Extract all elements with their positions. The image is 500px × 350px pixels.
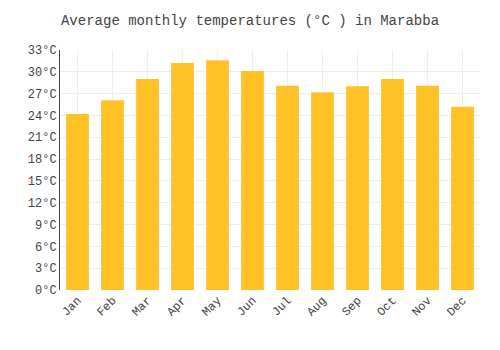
svg-text:12°C: 12°C — [28, 197, 57, 211]
svg-text:Sep: Sep — [339, 294, 364, 319]
svg-text:Feb: Feb — [94, 294, 119, 319]
svg-text:Dec: Dec — [444, 294, 469, 319]
svg-text:Jun: Jun — [234, 294, 259, 319]
svg-text:24°C: 24°C — [28, 110, 57, 124]
svg-text:6°C: 6°C — [35, 241, 57, 255]
svg-text:Aug: Aug — [304, 294, 329, 319]
svg-text:May: May — [199, 294, 224, 319]
svg-text:Jul: Jul — [269, 294, 294, 319]
svg-text:Nov: Nov — [409, 294, 434, 319]
svg-text:Jan: Jan — [59, 294, 84, 319]
svg-text:0°C: 0°C — [35, 284, 57, 298]
svg-text:Apr: Apr — [164, 294, 189, 319]
svg-text:21°C: 21°C — [28, 131, 57, 145]
svg-text:27°C: 27°C — [28, 88, 57, 102]
svg-text:15°C: 15°C — [28, 175, 57, 189]
svg-text:33°C: 33°C — [28, 44, 57, 58]
svg-text:Mar: Mar — [129, 294, 154, 319]
svg-text:Average monthly temperatures (: Average monthly temperatures (°C ) in Ma… — [61, 13, 439, 29]
svg-text:9°C: 9°C — [35, 219, 57, 233]
svg-text:18°C: 18°C — [28, 153, 57, 167]
svg-text:30°C: 30°C — [28, 66, 57, 80]
svg-text:Oct: Oct — [374, 294, 399, 319]
svg-text:3°C: 3°C — [35, 262, 57, 276]
